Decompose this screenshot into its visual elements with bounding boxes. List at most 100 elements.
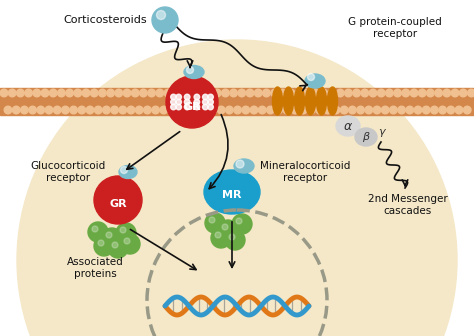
Ellipse shape bbox=[294, 87, 304, 115]
Circle shape bbox=[99, 89, 106, 97]
Circle shape bbox=[279, 89, 287, 97]
Circle shape bbox=[242, 106, 250, 114]
Circle shape bbox=[308, 74, 315, 81]
Circle shape bbox=[17, 40, 457, 336]
Circle shape bbox=[218, 106, 225, 114]
Circle shape bbox=[430, 106, 438, 114]
Circle shape bbox=[209, 217, 215, 223]
Circle shape bbox=[337, 89, 344, 97]
Circle shape bbox=[328, 89, 336, 97]
Circle shape bbox=[238, 89, 246, 97]
Circle shape bbox=[66, 89, 73, 97]
Circle shape bbox=[435, 89, 442, 97]
Circle shape bbox=[111, 106, 118, 114]
Circle shape bbox=[215, 232, 221, 238]
Circle shape bbox=[176, 106, 184, 114]
Circle shape bbox=[70, 106, 77, 114]
Circle shape bbox=[266, 106, 274, 114]
Circle shape bbox=[193, 106, 201, 114]
Circle shape bbox=[33, 89, 41, 97]
Ellipse shape bbox=[317, 87, 327, 115]
Circle shape bbox=[258, 106, 266, 114]
Ellipse shape bbox=[204, 170, 260, 214]
Circle shape bbox=[124, 238, 130, 244]
Circle shape bbox=[365, 106, 373, 114]
Circle shape bbox=[202, 94, 208, 100]
Circle shape bbox=[332, 106, 340, 114]
Circle shape bbox=[54, 106, 61, 114]
Circle shape bbox=[94, 176, 142, 224]
Bar bbox=[0, 88, 474, 115]
Circle shape bbox=[304, 89, 311, 97]
Circle shape bbox=[184, 104, 190, 110]
Circle shape bbox=[160, 106, 168, 114]
Circle shape bbox=[225, 230, 245, 250]
Circle shape bbox=[119, 106, 127, 114]
Circle shape bbox=[222, 224, 228, 230]
Ellipse shape bbox=[328, 87, 337, 115]
Circle shape bbox=[208, 104, 213, 110]
Circle shape bbox=[9, 89, 16, 97]
Circle shape bbox=[194, 94, 200, 100]
Circle shape bbox=[340, 106, 348, 114]
Circle shape bbox=[211, 228, 231, 248]
Circle shape bbox=[12, 106, 20, 114]
Text: GR: GR bbox=[109, 199, 127, 209]
Ellipse shape bbox=[355, 128, 377, 146]
Circle shape bbox=[140, 89, 147, 97]
Ellipse shape bbox=[234, 159, 254, 173]
Circle shape bbox=[176, 99, 182, 105]
Circle shape bbox=[176, 104, 182, 110]
Circle shape bbox=[168, 106, 176, 114]
Circle shape bbox=[45, 106, 53, 114]
Ellipse shape bbox=[283, 87, 293, 115]
Circle shape bbox=[194, 104, 200, 110]
Circle shape bbox=[152, 7, 178, 33]
Circle shape bbox=[194, 99, 200, 105]
Circle shape bbox=[232, 214, 252, 234]
Circle shape bbox=[127, 106, 135, 114]
Circle shape bbox=[106, 232, 112, 238]
Circle shape bbox=[406, 106, 414, 114]
Circle shape bbox=[419, 89, 426, 97]
Circle shape bbox=[98, 240, 104, 246]
Circle shape bbox=[102, 228, 122, 248]
Text: γ: γ bbox=[378, 127, 384, 137]
Circle shape bbox=[208, 94, 213, 100]
Circle shape bbox=[171, 94, 176, 100]
Circle shape bbox=[189, 89, 196, 97]
Circle shape bbox=[209, 106, 217, 114]
Text: Associated
proteins: Associated proteins bbox=[67, 257, 123, 279]
Circle shape bbox=[263, 89, 270, 97]
Text: 2nd Messenger
cascades: 2nd Messenger cascades bbox=[368, 194, 448, 216]
Circle shape bbox=[205, 213, 225, 233]
Circle shape bbox=[213, 89, 221, 97]
Circle shape bbox=[148, 89, 155, 97]
Circle shape bbox=[398, 106, 405, 114]
Circle shape bbox=[455, 106, 463, 114]
Circle shape bbox=[108, 238, 128, 258]
Text: Corticosteroids: Corticosteroids bbox=[63, 15, 147, 25]
Circle shape bbox=[25, 89, 32, 97]
Circle shape bbox=[181, 89, 188, 97]
Circle shape bbox=[171, 99, 176, 105]
Circle shape bbox=[287, 89, 295, 97]
Circle shape bbox=[271, 89, 278, 97]
Circle shape bbox=[176, 94, 182, 100]
Circle shape bbox=[94, 236, 114, 256]
Circle shape bbox=[62, 106, 69, 114]
Circle shape bbox=[222, 89, 229, 97]
Text: β: β bbox=[363, 132, 370, 142]
Circle shape bbox=[312, 89, 319, 97]
Circle shape bbox=[369, 89, 377, 97]
Circle shape bbox=[116, 223, 136, 243]
Circle shape bbox=[78, 106, 86, 114]
Circle shape bbox=[208, 99, 213, 105]
Circle shape bbox=[464, 106, 471, 114]
Text: G protein-coupled
receptor: G protein-coupled receptor bbox=[348, 17, 442, 39]
Circle shape bbox=[295, 89, 303, 97]
Circle shape bbox=[202, 104, 208, 110]
Circle shape bbox=[144, 106, 151, 114]
Circle shape bbox=[205, 89, 213, 97]
Circle shape bbox=[316, 106, 323, 114]
